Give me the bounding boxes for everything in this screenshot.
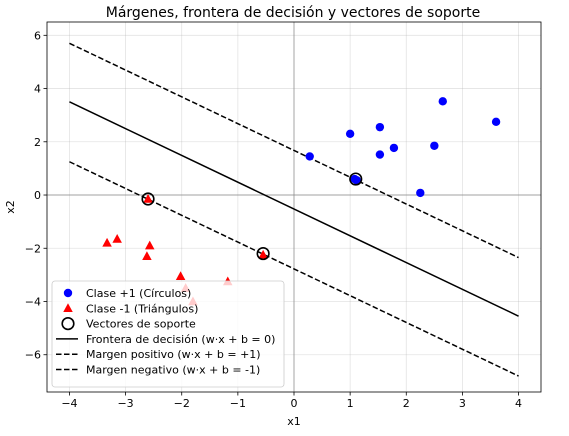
margin-line: [69, 42, 519, 259]
class-pos-point: [438, 97, 447, 106]
support-vector-point: [141, 192, 155, 206]
x-tick-label: −4: [61, 397, 77, 410]
class-neg-point: [102, 237, 112, 247]
zero-axis-lines: [47, 22, 541, 392]
x-tick-label: 2: [403, 397, 410, 410]
class-pos-point: [375, 150, 385, 159]
y-tick-label: −6: [25, 349, 41, 362]
x-tick-label: 1: [347, 397, 354, 410]
legend-open-circle-handle: [61, 317, 75, 331]
legend-label: Clase +1 (Círculos): [86, 287, 191, 300]
legend-triangle-handle: [63, 303, 73, 313]
y-tick-label: 4: [34, 83, 41, 96]
legend-box: [51, 280, 285, 388]
legend-label: Clase -1 (Triángulos): [86, 302, 198, 315]
class-pos-point: [352, 176, 362, 185]
class-pos-point: [345, 129, 355, 138]
class-pos-point: [430, 141, 439, 150]
legend: Clase +1 (Círculos) Clase -1 (Triángulos)…: [51, 280, 285, 388]
x-tick-label: −1: [230, 397, 246, 410]
class-pos-point: [491, 117, 501, 127]
class-pos-point: [389, 143, 399, 153]
legend-label: Frontera de decisión (w·x + b = 0): [86, 333, 275, 346]
y-tick-label: 6: [34, 29, 41, 42]
class-pos-point: [416, 188, 425, 198]
class-neg-point: [175, 271, 186, 280]
legend-label: Margen negativo (w·x + b = -1): [86, 364, 260, 377]
class-neg-point: [142, 251, 152, 260]
support-vector-point: [349, 172, 363, 186]
class-neg-point: [258, 249, 268, 259]
chart-title: Márgenes, frontera de decisión y vectore…: [106, 5, 480, 21]
x-tick-label: 0: [291, 397, 298, 410]
decision-boundary-line: [69, 101, 519, 317]
x-tick-label: −3: [117, 397, 133, 410]
y-tick-label: 0: [34, 189, 41, 202]
class-pos-point: [375, 122, 385, 132]
legend-label: Margen positivo (w·x + b = +1): [86, 348, 261, 361]
x-axis-label: x1: [287, 415, 301, 428]
x-tick-label: 4: [515, 397, 522, 410]
boundary-lines: [69, 42, 519, 377]
margin-line: [69, 161, 519, 377]
legend-label: Vectores de soporte: [86, 318, 196, 331]
class-neg-point: [144, 240, 155, 250]
y-axis-label: x2: [4, 200, 17, 214]
class-neg-point: [143, 194, 153, 203]
y-tick-label: −4: [25, 295, 41, 308]
y-tick-label: −2: [25, 242, 41, 255]
x-tick-label: 3: [459, 397, 466, 410]
support-vector-point: [256, 246, 270, 261]
class-pos-point: [305, 152, 314, 161]
x-tick-label: −2: [174, 397, 190, 410]
class-neg-point: [112, 233, 122, 243]
axis-ticks: −4 −3 −2 −1 0 1 2 3 4 −6 −4 −2 0 2 4 6: [25, 29, 522, 410]
legend-circle-handle: [63, 288, 73, 298]
y-tick-label: 2: [34, 136, 41, 149]
